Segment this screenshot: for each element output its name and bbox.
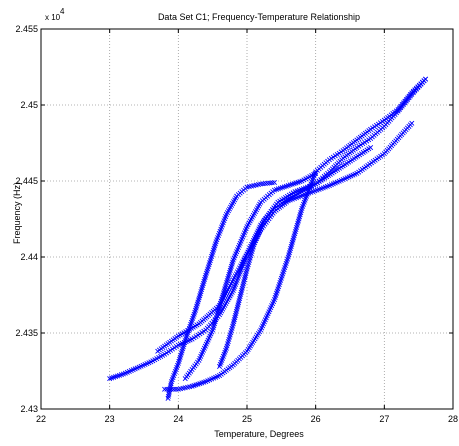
data-points <box>107 76 429 401</box>
y-axis-label: Frequency (Hz) <box>12 182 22 244</box>
y-multiplier-label: x 10 <box>45 13 61 22</box>
data-point <box>368 145 374 151</box>
data-point <box>271 180 277 186</box>
data-point <box>173 386 179 392</box>
y-tick-label: 2.445 <box>15 176 38 186</box>
x-tick-label: 24 <box>173 414 183 424</box>
x-tick-label: 23 <box>105 414 115 424</box>
y-tick-label: 2.43 <box>20 404 38 414</box>
grid-lines <box>41 29 453 409</box>
y-tick-label: 2.435 <box>15 328 38 338</box>
data-point <box>423 76 429 82</box>
x-tick-label: 27 <box>379 414 389 424</box>
x-tick-label: 28 <box>448 414 458 424</box>
y-tick-label: 2.455 <box>15 24 38 34</box>
y-tick-label: 2.44 <box>20 252 38 262</box>
x-tick-label: 26 <box>311 414 321 424</box>
x-tick-label: 25 <box>242 414 252 424</box>
axis-ticks: 22 23 24 25 26 27 28 2.43 2.435 2.44 2.445 2.45 2.45… <box>15 24 458 424</box>
data-point <box>162 386 168 392</box>
x-tick-label: 22 <box>36 414 46 424</box>
data-point <box>409 120 415 126</box>
x-axis-label: Temperature, Degrees <box>214 429 304 439</box>
data-point <box>313 170 319 176</box>
y-tick-label: 2.45 <box>20 100 38 110</box>
y-multiplier-exponent: 4 <box>60 7 65 16</box>
chart-title: Data Set C1; Frequency-Temperature Relat… <box>158 12 360 22</box>
